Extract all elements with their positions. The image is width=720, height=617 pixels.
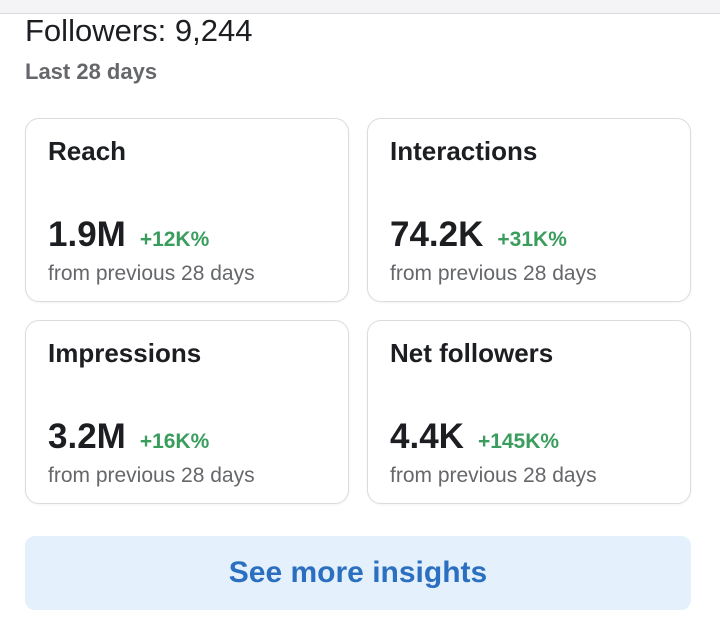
metrics-grid: Reach 1.9M +12K% from previous 28 days I…: [25, 118, 691, 504]
metric-change-badge: +31K%: [497, 228, 567, 251]
metric-value: 74.2K: [390, 215, 484, 254]
metric-value-row: 4.4K +145K%: [390, 417, 559, 457]
metric-value-row: 3.2M +16K%: [48, 417, 209, 457]
metric-change-badge: +16K%: [139, 430, 210, 453]
metric-card-interactions[interactable]: Interactions 74.2K +31K% from previous 2…: [367, 118, 691, 302]
metric-value-row: 1.9M +12K%: [48, 215, 209, 255]
metric-comparison-label: from previous 28 days: [48, 262, 255, 285]
metric-change-badge: +12K%: [139, 228, 210, 251]
metric-value: 3.2M: [48, 417, 126, 456]
metric-value-row: 74.2K +31K%: [390, 215, 567, 255]
metric-title: Reach: [48, 136, 127, 166]
metric-card-reach[interactable]: Reach 1.9M +12K% from previous 28 days: [25, 118, 349, 302]
metric-title: Interactions: [390, 136, 538, 166]
metric-comparison-label: from previous 28 days: [390, 262, 597, 285]
metric-comparison-label: from previous 28 days: [48, 464, 255, 487]
metric-value: 1.9M: [48, 215, 126, 254]
metric-card-net-followers[interactable]: Net followers 4.4K +145K% from previous …: [367, 320, 691, 504]
see-more-insights-button[interactable]: See more insights: [25, 536, 691, 610]
metric-card-impressions[interactable]: Impressions 3.2M +16K% from previous 28 …: [25, 320, 349, 504]
followers-count-title: Followers: 9,244: [25, 13, 253, 48]
metric-value: 4.4K: [390, 417, 464, 456]
time-period-label: Last 28 days: [25, 59, 158, 84]
metric-change-badge: +145K%: [477, 430, 560, 453]
metric-title: Impressions: [48, 338, 202, 368]
top-divider: [0, 0, 720, 14]
metric-comparison-label: from previous 28 days: [390, 464, 597, 487]
metric-title: Net followers: [390, 338, 554, 368]
